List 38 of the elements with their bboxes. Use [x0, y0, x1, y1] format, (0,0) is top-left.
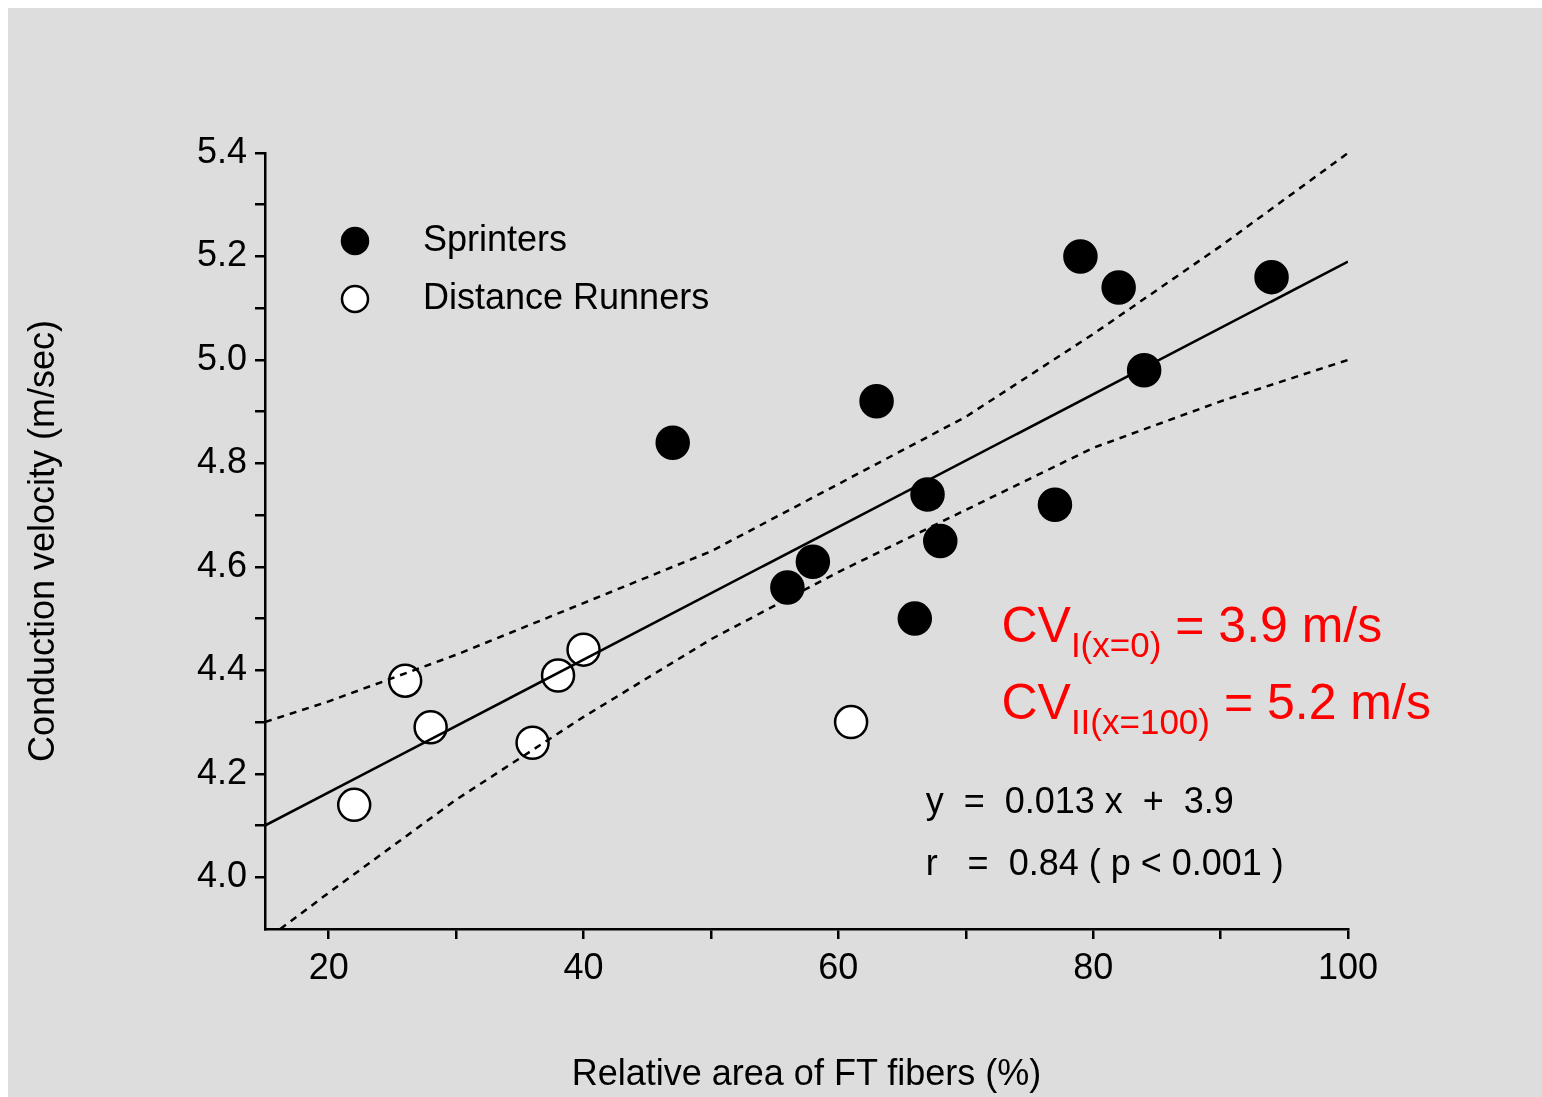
x-tick-label: 80 [1073, 945, 1114, 987]
x-tick-label: 40 [563, 945, 604, 987]
y-tick-label: 4.6 [196, 543, 247, 585]
point [1126, 353, 1162, 388]
point [1101, 270, 1136, 305]
x-tick-label: 60 [818, 945, 859, 987]
legend-label: Sprinters [423, 217, 568, 259]
annotation: y = 0.013 x + 3.9 [925, 779, 1234, 821]
point [923, 523, 958, 559]
point [1063, 239, 1098, 274]
point [1037, 487, 1073, 523]
point [336, 787, 372, 823]
y-axis-title: Conduction velocity (m/sec) [20, 319, 62, 763]
point [770, 570, 805, 605]
point [413, 709, 448, 745]
point [1254, 259, 1289, 295]
y-tick-label: 5.2 [196, 233, 247, 275]
y-tick-label: 5.4 [196, 129, 247, 171]
y-tick-label: 4.0 [196, 854, 247, 896]
point [833, 704, 869, 740]
point [515, 725, 550, 761]
x-axis-title: Relative area of FT fibers (%) [571, 1052, 1042, 1094]
x-tick-label: 100 [1317, 945, 1379, 987]
point [910, 477, 945, 512]
point [655, 425, 690, 460]
point [540, 658, 576, 693]
x-tick-label: 20 [308, 945, 349, 987]
y-tick-label: 4.4 [196, 647, 247, 689]
annotation: r = 0.84 ( p < 0.001 ) [925, 841, 1284, 883]
legend-label: Distance Runners [423, 275, 710, 317]
y-tick-label: 4.2 [196, 750, 247, 792]
point [566, 632, 601, 667]
y-tick-label: 5.0 [196, 336, 247, 378]
point [859, 384, 894, 419]
point [897, 601, 933, 636]
point [795, 544, 831, 579]
y-tick-label: 4.8 [196, 440, 247, 482]
point [387, 663, 423, 698]
